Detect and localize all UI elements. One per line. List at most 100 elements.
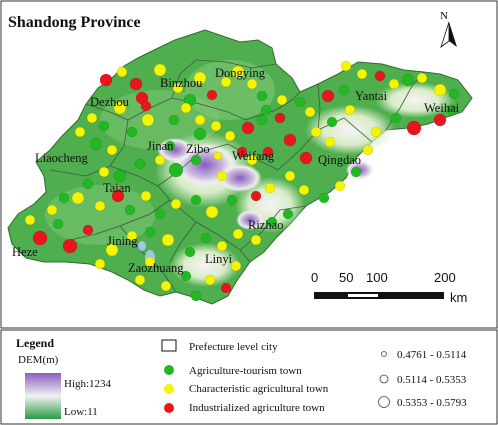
dem-label: DEM(m) [18, 354, 59, 366]
town-marker [200, 232, 212, 244]
dem-colorbar [25, 373, 61, 419]
city-label-zaozhuang: Zaozhuang [128, 261, 184, 275]
town-marker [94, 258, 106, 270]
town-marker [62, 238, 78, 254]
town-marker [89, 137, 103, 151]
size-class-large-label: 0.5353 - 0.5793 [397, 397, 467, 409]
town-marker [406, 120, 422, 136]
legend-dot-agriculture-tourism [164, 365, 174, 375]
town-marker [86, 112, 98, 124]
town-marker [283, 133, 297, 147]
town-marker [344, 104, 356, 116]
city-label-dezhou: Dezhou [90, 95, 130, 109]
boundary-swatch [161, 339, 177, 352]
town-marker [338, 84, 350, 96]
town-marker [274, 112, 286, 124]
town-marker [144, 226, 156, 238]
town-marker [340, 60, 352, 72]
north-label: N [440, 10, 448, 22]
town-marker [282, 208, 294, 220]
town-marker [276, 94, 288, 106]
city-label-taian: Taian [103, 181, 131, 195]
town-marker [98, 166, 110, 178]
town-marker [184, 246, 196, 258]
town-marker [321, 89, 335, 103]
town-marker [24, 214, 36, 226]
town-marker [46, 204, 58, 216]
north-arrow-icon: N [440, 10, 457, 49]
town-marker [129, 77, 143, 91]
size-class-small-icon [381, 351, 387, 357]
town-marker [226, 194, 238, 206]
scale-tick-200: 200 [434, 270, 456, 285]
town-marker [194, 114, 206, 126]
town-marker [250, 190, 262, 202]
town-marker [168, 162, 184, 178]
town-marker [164, 140, 176, 152]
map-title: Shandong Province [8, 14, 141, 31]
city-label-jinan: Jinan [147, 139, 174, 153]
town-marker [140, 190, 152, 202]
town-marker [250, 234, 262, 246]
town-marker [448, 88, 460, 100]
legend-panel [0, 329, 498, 425]
town-marker [416, 72, 428, 84]
town-marker [141, 113, 155, 127]
town-marker [246, 78, 258, 90]
town-marker [154, 208, 166, 220]
town-marker [433, 113, 447, 127]
dem-high-label: High:1234 [64, 378, 112, 390]
terrain-relief [45, 60, 455, 287]
town-marker [356, 68, 368, 80]
town-marker [266, 216, 278, 228]
town-marker [71, 191, 85, 205]
city-label-rizhao: Rizhao [248, 218, 283, 232]
legend-title: Legend [16, 336, 54, 350]
town-marker [98, 120, 110, 132]
town-marker [231, 65, 245, 79]
scale-tick-50: 50 [339, 270, 353, 285]
town-marker [32, 230, 48, 246]
town-marker [193, 127, 207, 141]
town-marker [205, 205, 219, 219]
legend-dot-characteristic [164, 384, 174, 394]
town-marker [294, 96, 306, 108]
town-marker [168, 114, 180, 126]
town-marker [350, 166, 362, 178]
town-marker [124, 204, 136, 216]
town-marker [193, 71, 207, 85]
town-marker [180, 270, 192, 282]
legend-label-agriculture-tourism: Agriculture-tourism town [189, 365, 302, 377]
town-marker [94, 200, 106, 212]
town-marker [52, 218, 64, 230]
town-marker [106, 144, 118, 156]
town-marker [190, 290, 202, 302]
town-marker [99, 73, 113, 87]
town-marker [374, 70, 386, 82]
town-marker [82, 178, 94, 190]
town-marker [334, 180, 346, 192]
town-marker [326, 116, 338, 128]
town-marker [58, 192, 70, 204]
town-marker [220, 282, 232, 294]
town-marker [216, 170, 228, 182]
town-marker [241, 121, 255, 135]
town-marker [172, 82, 184, 94]
town-marker [190, 194, 202, 206]
legend-label-industrialized: Industrialized agriculture town [189, 402, 325, 414]
town-marker [134, 274, 146, 286]
city-labels: Dongying Binzhou Dezhou Yantai Weihai Ji… [12, 66, 460, 275]
town-marker [256, 114, 268, 126]
town-marker [82, 224, 94, 236]
town-marker [161, 233, 175, 247]
town-marker [140, 100, 152, 112]
scale-tick-0: 0 [311, 270, 318, 285]
town-marker [262, 146, 274, 158]
town-marker [298, 184, 310, 196]
town-marker [153, 63, 167, 77]
town-marker [246, 154, 258, 166]
town-marker [362, 144, 374, 156]
town-markers [24, 60, 460, 302]
town-marker [113, 169, 127, 183]
town-marker [170, 198, 182, 210]
